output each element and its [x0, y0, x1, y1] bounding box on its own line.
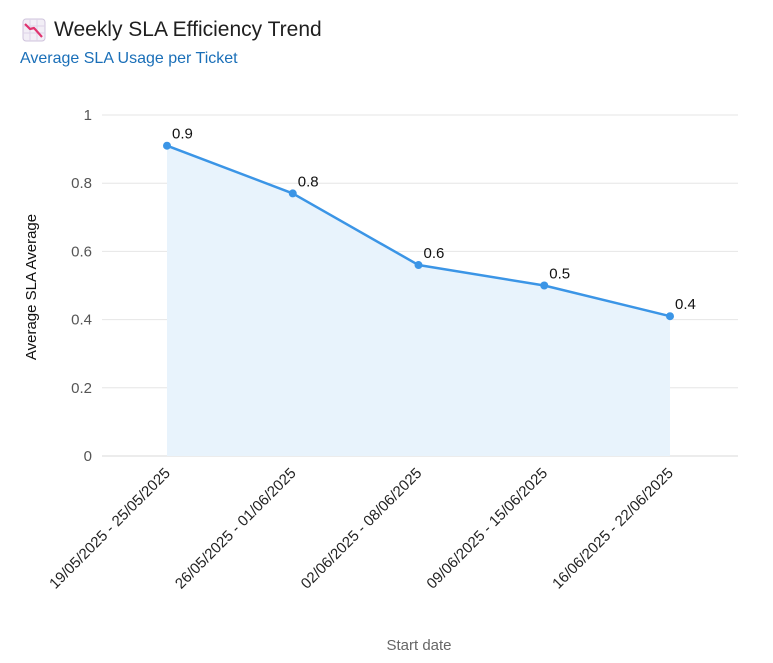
data-point[interactable] — [163, 141, 171, 150]
data-label: 0.8 — [298, 173, 319, 190]
data-point[interactable] — [288, 189, 297, 198]
chart-header: Weekly SLA Efficiency Trend — [22, 18, 322, 42]
y-axis-title: Average SLA Average — [23, 214, 40, 360]
y-axis-ticks: 0 0.2 0.4 0.6 0.8 1 — [71, 107, 92, 465]
area-fill-shape — [167, 145, 670, 456]
chart-subtitle: Average SLA Usage per Ticket — [20, 50, 238, 67]
data-point[interactable] — [666, 312, 674, 321]
data-points — [163, 141, 674, 321]
x-tick-label: 16/06/2025 - 22/06/2025 — [549, 465, 677, 593]
x-tick-label: 09/06/2025 - 15/06/2025 — [423, 465, 551, 593]
x-tick-label: 02/06/2025 - 08/06/2025 — [298, 465, 426, 593]
data-label: 0.9 — [172, 126, 193, 143]
data-label: 0.5 — [549, 266, 570, 283]
x-axis-title: Start date — [386, 637, 451, 654]
area-fill — [167, 145, 670, 456]
data-labels: 0.9 0.8 0.6 0.5 0.4 — [172, 126, 696, 314]
data-label: 0.6 — [424, 245, 445, 262]
y-tick-label: 0.8 — [71, 175, 92, 192]
data-point[interactable] — [540, 281, 549, 290]
y-tick-label: 0.4 — [71, 312, 92, 329]
data-point[interactable] — [414, 261, 423, 270]
data-label: 0.4 — [675, 296, 696, 313]
y-tick-label: 1 — [84, 107, 92, 124]
y-tick-label: 0 — [84, 448, 92, 465]
chart-decreasing-icon — [22, 18, 46, 42]
x-tick-label: 26/05/2025 - 01/06/2025 — [172, 465, 300, 593]
y-tick-label: 0.6 — [71, 243, 92, 260]
chart-title: Weekly SLA Efficiency Trend — [54, 18, 322, 41]
y-tick-label: 0.2 — [71, 380, 92, 397]
x-tick-label: 19/05/2025 - 25/05/2025 — [46, 465, 174, 593]
